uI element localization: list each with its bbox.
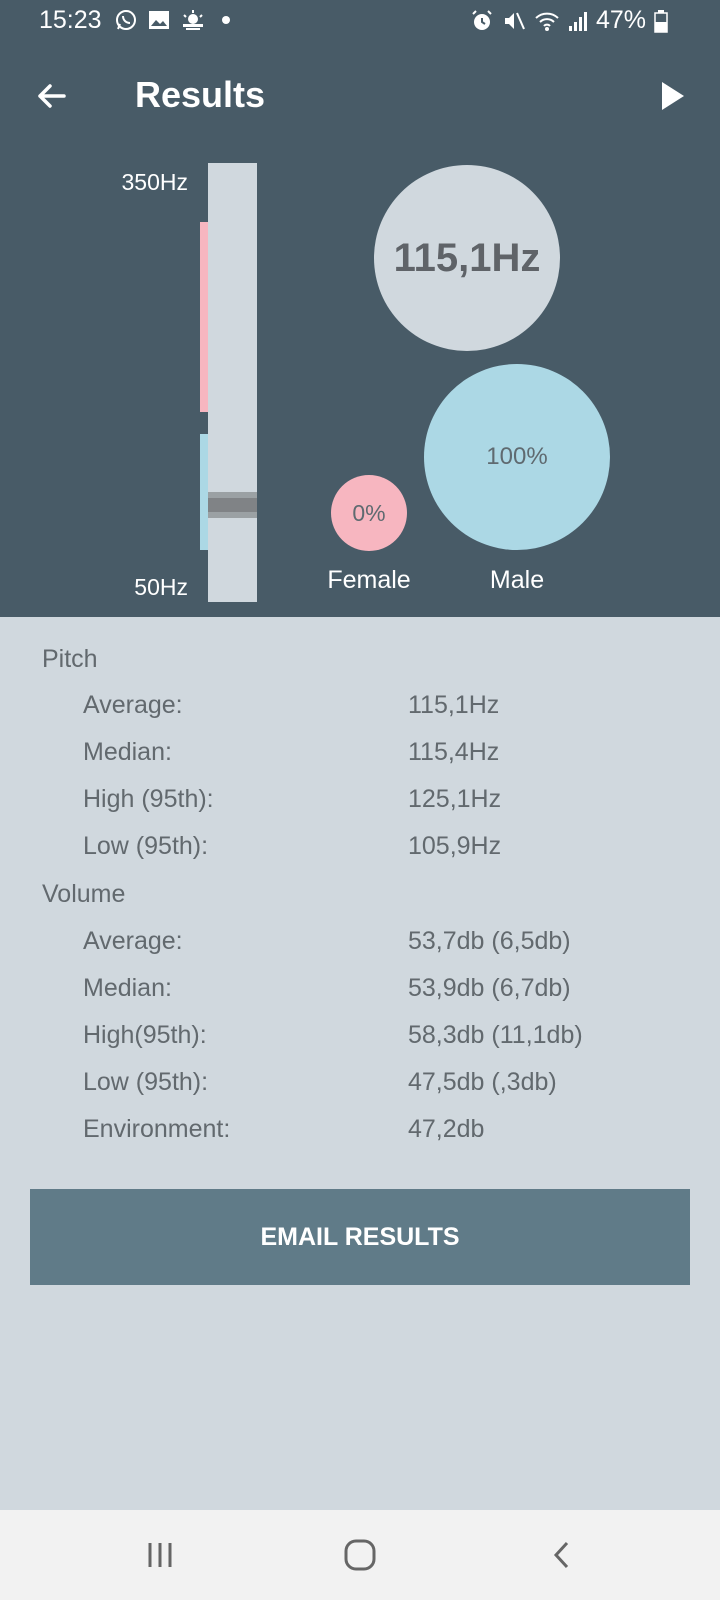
stat-value: 105,9Hz <box>408 832 502 860</box>
stat-value: 47,2db <box>408 1115 485 1143</box>
male-percent-value: 100% <box>486 443 548 470</box>
female-percent-circle: 0% <box>331 475 407 551</box>
dot-icon <box>216 10 236 30</box>
stat-label: High (95th): <box>83 785 214 813</box>
female-percent-value: 0% <box>352 499 386 526</box>
stat-label: Median: <box>83 974 172 1002</box>
volume-section-title: Volume <box>42 880 126 908</box>
pitch-average-marker <box>208 498 257 512</box>
stat-row: Low (95th): 47,5db (,3db) <box>83 1068 683 1097</box>
stat-row: High (95th): 125,1Hz <box>83 785 683 814</box>
stat-label: Environment: <box>83 1115 231 1143</box>
stat-value: 115,1Hz <box>408 691 500 719</box>
stat-value: 47,5db (,3db) <box>408 1068 557 1096</box>
page-title: Results <box>135 74 266 115</box>
pitch-section-title: Pitch <box>42 645 98 673</box>
stat-value: 115,4Hz <box>408 738 500 766</box>
recent-apps-icon <box>148 1543 172 1567</box>
results-header-panel: 15:23 <box>0 0 720 617</box>
alarm-icon <box>470 9 494 33</box>
male-range-band <box>200 434 208 550</box>
gallery-icon <box>148 9 170 31</box>
whatsapp-icon <box>114 8 138 32</box>
chevron-left-icon <box>553 1541 569 1569</box>
stat-label: Average: <box>83 927 183 955</box>
female-range-band <box>200 222 208 412</box>
male-percent-circle: 100% <box>424 364 610 550</box>
mute-icon <box>502 9 526 33</box>
system-status-icons: 47% <box>470 6 668 35</box>
status-bar: 15:23 <box>0 0 720 44</box>
stat-row: Average: 53,7db (6,5db) <box>83 927 683 956</box>
pitch-scale-min-label: 50Hz <box>134 574 188 600</box>
battery-icon <box>654 9 668 33</box>
back-button[interactable] <box>30 74 74 118</box>
stat-row: High(95th): 58,3db (11,1db) <box>83 1021 683 1050</box>
wifi-icon <box>534 10 560 32</box>
status-time: 15:23 <box>39 6 102 34</box>
stat-value: 53,7db (6,5db) <box>408 927 571 955</box>
system-nav-bar <box>0 1510 720 1600</box>
female-label: Female <box>327 566 411 594</box>
stat-row: Average: 115,1Hz <box>83 691 683 720</box>
stat-row: Low (95th): 105,9Hz <box>83 832 683 861</box>
play-button[interactable] <box>652 76 692 116</box>
stat-value: 125,1Hz <box>408 785 502 813</box>
arrow-left-icon <box>38 84 66 108</box>
stat-label: Low (95th): <box>83 1068 209 1096</box>
stat-row: Median: 53,9db (6,7db) <box>83 974 683 1003</box>
play-icon <box>662 82 684 110</box>
stat-row: Median: 115,4Hz <box>83 738 683 767</box>
email-results-label: EMAIL RESULTS <box>260 1222 460 1251</box>
recent-apps-button[interactable] <box>130 1530 190 1580</box>
stat-label: Median: <box>83 738 172 766</box>
pitch-scale-max-label: 350Hz <box>121 169 188 195</box>
nav-back-button[interactable] <box>533 1530 593 1580</box>
stat-label: Low (95th): <box>83 832 209 860</box>
stat-label: High(95th): <box>83 1021 207 1049</box>
stat-label: Average: <box>83 691 183 719</box>
stat-value: 58,3db (11,1db) <box>408 1021 583 1049</box>
notification-icons <box>114 8 236 32</box>
pitch-result-circle: 115,1Hz <box>374 165 560 351</box>
male-label: Male <box>489 566 545 594</box>
pitch-scale-bar <box>208 163 257 602</box>
pitch-result-value: 115,1Hz <box>393 235 541 280</box>
battery-percent: 47% <box>595 6 646 34</box>
stat-value: 53,9db (6,7db) <box>408 974 571 1002</box>
home-icon <box>344 1539 376 1571</box>
email-results-button[interactable]: EMAIL RESULTS <box>30 1189 690 1285</box>
stat-row: Environment: 47,2db <box>83 1115 683 1144</box>
home-button[interactable] <box>330 1530 390 1580</box>
weather-icon <box>180 9 206 31</box>
signal-icon <box>568 10 588 32</box>
